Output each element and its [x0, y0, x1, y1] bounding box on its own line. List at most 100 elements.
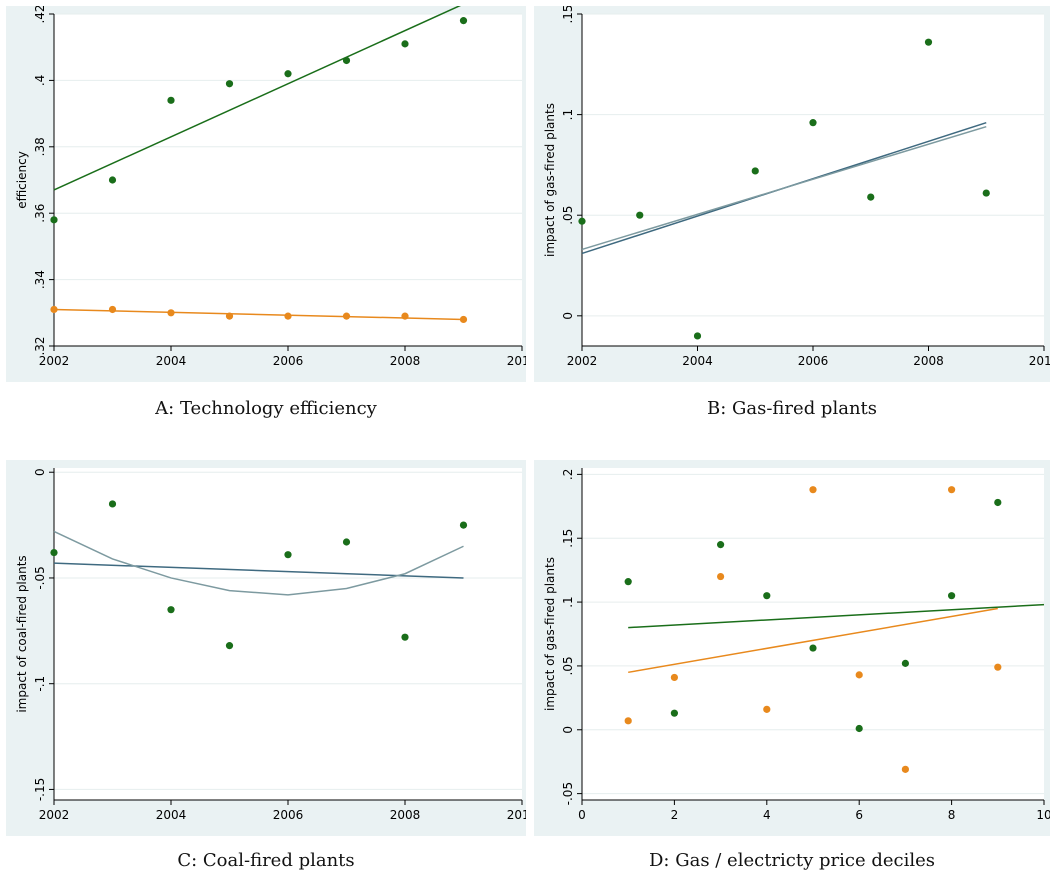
x-tick-label: 2006 [798, 354, 829, 368]
data-point [50, 305, 58, 314]
caption-b: B: Gas-fired plants [706, 398, 878, 419]
y-tick-label: .05 [561, 206, 575, 225]
data-point [855, 724, 863, 733]
data-point [717, 541, 725, 549]
fit-line [53, 308, 464, 321]
data-point [948, 486, 956, 494]
chart-panel-c: -.15 -.1 -.05 0 2002 2004 2006 2008 2010 impact o… [6, 460, 526, 836]
y-tick-label: .34 [33, 270, 47, 289]
data-point [763, 705, 771, 713]
data-point [809, 644, 817, 652]
x-tick-label: 4 [763, 808, 771, 822]
fit-line [53, 530, 464, 596]
plot-area [582, 468, 1044, 800]
data-point [459, 17, 468, 25]
y-tick-label: .05 [561, 656, 575, 675]
y-tick-label: -.05 [33, 566, 47, 589]
data-point [167, 309, 175, 317]
data-point [284, 551, 292, 559]
data-point [167, 606, 175, 614]
y-tick-label: .38 [33, 137, 47, 156]
data-point [901, 765, 909, 773]
data-point [108, 500, 117, 508]
y-tick-label: 0 [33, 468, 47, 476]
y-tick-label: .2 [561, 469, 575, 480]
x-tick-label: 2002 [39, 808, 70, 822]
caption-c: C: Coal-fired plants [177, 850, 355, 871]
fit-line [53, 6, 461, 191]
data-point [50, 216, 58, 224]
y-axis-label: impact of gas-fired plants [543, 103, 557, 257]
data-point [459, 315, 468, 324]
chart-panel-d: -.05 0.05.1.15.2 0 2 4 6 8 10 impact of gas-fire… [534, 460, 1050, 836]
y-tick-label: .4 [33, 75, 47, 86]
y-tick-label: 0 [561, 312, 575, 320]
y-axis-label: efficiency [15, 151, 29, 209]
data-point [624, 717, 632, 725]
x-tick-label: 2004 [156, 354, 187, 368]
data-point [670, 673, 678, 682]
data-point [994, 663, 1002, 671]
y-tick-label: 0 [561, 726, 575, 734]
data-point [342, 538, 351, 546]
y-tick-label: .32 [33, 336, 47, 355]
y-axis-label: impact of gas-fired plants [543, 557, 557, 711]
x-tick-label: 2010 [1029, 354, 1050, 368]
x-tick-label: 8 [948, 808, 956, 822]
x-tick-label: 2010 [507, 808, 526, 822]
data-point [401, 40, 409, 48]
data-point [167, 96, 175, 104]
data-point [50, 548, 58, 557]
x-tick-label: 2002 [39, 354, 70, 368]
chart-a: .32 .34 .36 .38 .4 .42 2002 2004 2006 2008 2010 eff… [6, 6, 526, 382]
x-tick-label: 2004 [682, 354, 713, 368]
x-tick-label: 10 [1036, 808, 1050, 822]
y-tick-label: .15 [561, 6, 575, 24]
y-tick-label: .42 [33, 6, 47, 24]
y-tick-label: -.1 [33, 676, 47, 692]
x-tick-label: 2008 [390, 808, 421, 822]
y-tick-label: .15 [561, 529, 575, 548]
data-point [342, 312, 351, 320]
data-point [284, 312, 292, 320]
data-point [982, 189, 990, 197]
data-point [924, 38, 933, 46]
data-point [717, 572, 725, 581]
x-tick-label: 2004 [156, 808, 187, 822]
data-point [670, 709, 678, 717]
data-point [948, 592, 956, 600]
x-tick-label: 2008 [390, 354, 421, 368]
data-point [763, 592, 771, 600]
data-point [809, 486, 817, 494]
y-tick-label: .1 [561, 109, 575, 120]
x-tick-label: 0 [578, 808, 586, 822]
data-point [225, 642, 234, 650]
data-point [108, 305, 117, 314]
x-tick-label: 2008 [913, 354, 944, 368]
caption-a: A: Technology efficiency [155, 398, 377, 419]
data-point [225, 80, 234, 88]
x-tick-label: 2010 [507, 354, 526, 368]
data-point [693, 332, 702, 340]
x-tick-label: 2 [671, 808, 679, 822]
x-tick-label: 2006 [273, 354, 304, 368]
fit-line [581, 125, 987, 251]
data-point [855, 671, 863, 679]
data-point [401, 633, 409, 641]
y-tick-label: .1 [561, 596, 575, 607]
data-point [459, 521, 468, 529]
x-tick-label: 2002 [567, 354, 598, 368]
data-point [342, 56, 351, 65]
data-point [867, 193, 875, 201]
chart-panel-a: .32 .34 .36 .38 .4 .42 2002 2004 2006 2008 2010 eff… [6, 6, 526, 382]
plot-area [54, 468, 522, 800]
data-point [994, 498, 1002, 507]
caption-d: D: Gas / electricty price deciles [648, 850, 935, 871]
y-tick-label: -.15 [33, 778, 47, 801]
data-point [636, 211, 644, 219]
data-point [108, 176, 117, 184]
data-point [809, 119, 817, 127]
x-tick-label: 6 [855, 808, 863, 822]
fit-line [628, 607, 998, 674]
